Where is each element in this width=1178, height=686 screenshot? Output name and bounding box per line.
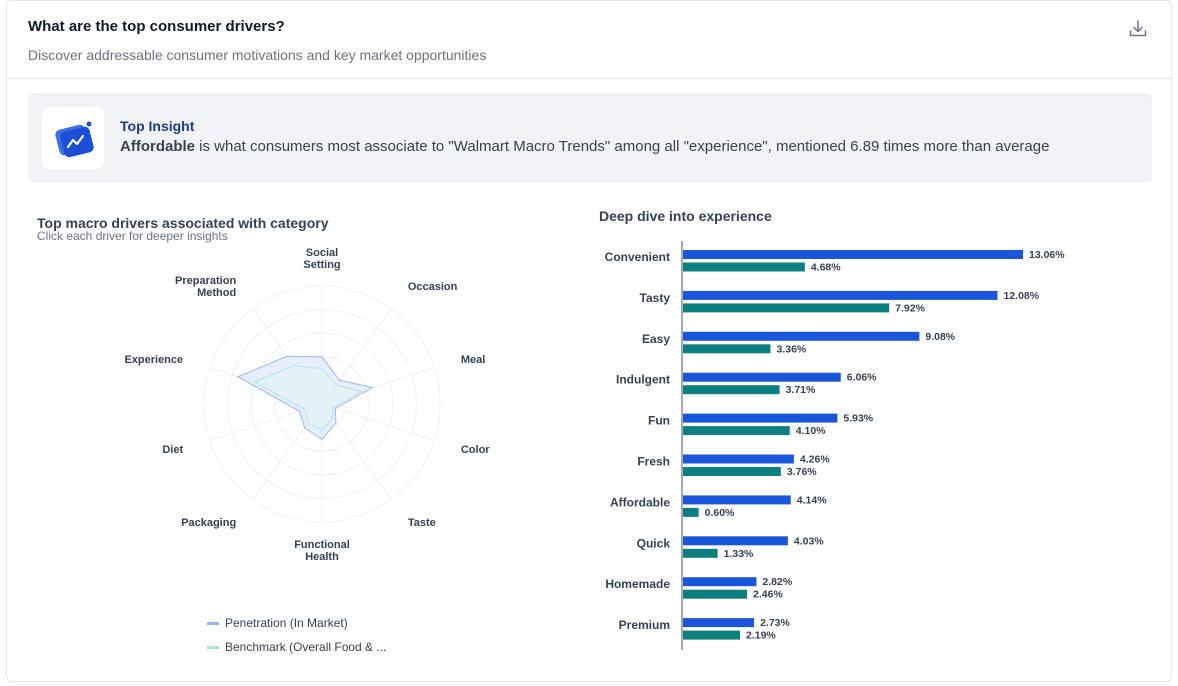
insight-text: Affordable is what consumers most associ… <box>120 138 1049 155</box>
bar-category-label[interactable]: Fun <box>648 414 670 428</box>
bar-value-label: 7.92% <box>895 302 925 314</box>
bar-category-label[interactable]: Quick <box>637 536 671 550</box>
bar-chart: Convenient 13.06% 4.68% Tasty 12.08% 7.92% Eas… <box>605 241 1065 650</box>
page-subtitle: Discover addressable consumer motivation… <box>28 47 487 63</box>
insight-highlight: Affordable <box>120 138 195 155</box>
bar-penetration[interactable] <box>683 290 998 300</box>
trend-chart-icon <box>42 107 104 169</box>
bar-penetration[interactable] <box>683 250 1023 259</box>
bar-penetration[interactable] <box>683 577 757 587</box>
bar-category-label[interactable]: Fresh <box>637 455 670 469</box>
bar-value-label: 6.06% <box>847 372 877 384</box>
bar-benchmark[interactable] <box>683 385 780 395</box>
radar-axis-label[interactable]: Functional Health <box>294 539 350 563</box>
bar-penetration[interactable] <box>683 495 791 505</box>
radar-axis-label[interactable]: Social Setting <box>303 247 340 271</box>
bar-category-label[interactable]: Tasty <box>640 291 671 305</box>
radar-axis-label[interactable]: Occasion <box>408 281 458 293</box>
bar-penetration[interactable] <box>683 413 838 423</box>
bar-value-label: 0.60% <box>705 507 735 519</box>
radar-title: Top macro drivers associated with catego… <box>37 215 329 231</box>
bar-category-label[interactable]: Indulgent <box>616 373 670 387</box>
download-icon[interactable] <box>1127 18 1149 40</box>
legend-label: Penetration (In Market) <box>225 616 348 630</box>
bar-value-label: 4.26% <box>800 454 830 466</box>
chart-legend: Penetration (In Market) Benchmark (Overa… <box>207 611 386 659</box>
radar-spoke <box>321 403 435 441</box>
bar-value-label: 3.36% <box>776 343 806 355</box>
bar-value-label: 2.82% <box>762 576 792 588</box>
bar-benchmark[interactable] <box>683 467 781 476</box>
radar-axis-label[interactable]: Packaging <box>181 517 236 529</box>
bar-value-label: 3.76% <box>787 466 817 478</box>
insight-body: is what consumers most associate to "Wal… <box>195 138 1050 155</box>
bar-value-label: 9.08% <box>925 331 955 343</box>
bar-benchmark[interactable] <box>683 630 741 640</box>
radar-series-benchmark <box>253 365 363 431</box>
bar-benchmark[interactable] <box>683 426 790 436</box>
bar-value-label: 1.33% <box>724 548 754 560</box>
bar-category-label[interactable]: Homemade <box>605 577 670 591</box>
radar-axis-label[interactable]: Color <box>461 444 490 456</box>
page-title: What are the top consumer drivers? <box>28 18 285 35</box>
bar-penetration[interactable] <box>683 372 841 382</box>
legend-swatch-benchmark <box>207 645 219 649</box>
radar-axis-label[interactable]: Preparation Method <box>175 275 236 299</box>
bar-value-label: 12.08% <box>1003 290 1039 302</box>
bar-value-label: 3.71% <box>786 384 816 396</box>
bar-benchmark[interactable] <box>683 303 890 313</box>
bar-value-label: 4.10% <box>796 425 826 437</box>
bar-benchmark[interactable] <box>683 507 699 517</box>
radar-subtitle: Click each driver for deeper insights <box>37 229 228 243</box>
legend-item-penetration[interactable]: Penetration (In Market) <box>207 611 386 635</box>
bar-category-label[interactable]: Convenient <box>605 250 670 264</box>
legend-item-benchmark[interactable]: Benchmark (Overall Food & ... <box>207 635 386 659</box>
radar-axis-label[interactable]: Meal <box>461 354 485 366</box>
bar-value-label: 13.06% <box>1029 249 1065 261</box>
bar-value-label: 2.19% <box>746 630 776 642</box>
card-header: What are the top consumer drivers? Disco… <box>7 1 1171 79</box>
top-insight-panel: Top Insight Affordable is what consumers… <box>28 93 1152 183</box>
bar-category-label[interactable]: Easy <box>642 332 670 346</box>
bar-value-label: 4.68% <box>811 262 841 274</box>
bar-value-label: 2.73% <box>760 617 790 629</box>
radar-axis-label[interactable]: Diet <box>162 444 183 456</box>
drivers-card: What are the top consumer drivers? Disco… <box>6 0 1172 682</box>
bar-value-label: 5.93% <box>843 413 873 425</box>
bar-benchmark[interactable] <box>683 344 771 354</box>
bar-category-label[interactable]: Premium <box>619 618 670 632</box>
bar-benchmark[interactable] <box>683 548 718 558</box>
radar-axis-label[interactable]: Experience <box>124 354 183 366</box>
bar-penetration[interactable] <box>683 618 755 628</box>
legend-label: Benchmark (Overall Food & ... <box>225 640 387 654</box>
radar-chart: Experience Preparation Method Social Setting… <box>124 247 490 563</box>
legend-swatch-penetration <box>207 621 219 625</box>
bar-value-label: 4.03% <box>794 535 824 547</box>
bar-benchmark[interactable] <box>683 589 748 599</box>
bar-benchmark[interactable] <box>683 262 805 272</box>
bar-penetration[interactable] <box>683 536 788 546</box>
bar-penetration[interactable] <box>683 331 920 341</box>
bar-value-label: 2.46% <box>753 589 783 601</box>
bar-value-label: 4.14% <box>797 494 827 506</box>
bar-penetration[interactable] <box>683 454 794 464</box>
bar-category-label[interactable]: Affordable <box>610 495 670 509</box>
radar-axis-label[interactable]: Taste <box>408 517 436 529</box>
insight-label: Top Insight <box>120 118 195 134</box>
bar-chart-title: Deep dive into experience <box>599 208 772 224</box>
